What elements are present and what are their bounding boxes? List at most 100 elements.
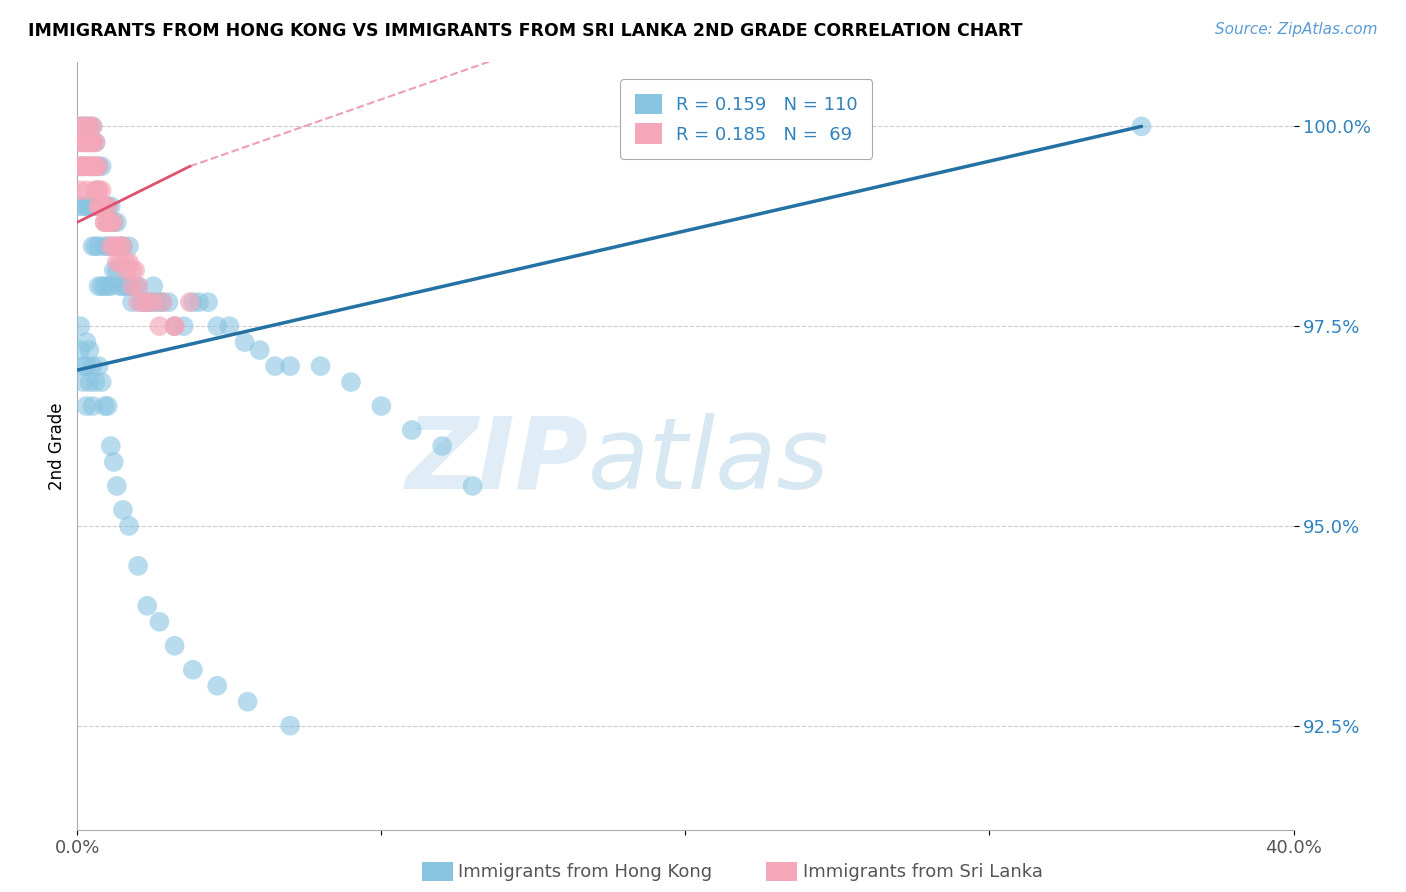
Point bbox=[108, 279, 131, 293]
Point bbox=[79, 375, 101, 389]
Point bbox=[108, 255, 131, 269]
Point bbox=[93, 215, 115, 229]
Point bbox=[72, 136, 94, 150]
Point bbox=[139, 295, 162, 310]
Point bbox=[163, 319, 186, 334]
Point bbox=[108, 239, 131, 253]
Point bbox=[84, 183, 107, 197]
Point bbox=[181, 663, 204, 677]
Point bbox=[69, 199, 91, 213]
Point bbox=[84, 183, 107, 197]
Point bbox=[118, 519, 141, 533]
Point bbox=[79, 159, 101, 173]
Point bbox=[278, 359, 301, 373]
Point bbox=[103, 215, 125, 229]
Point bbox=[79, 136, 101, 150]
Text: atlas: atlas bbox=[588, 413, 830, 510]
Text: ZIP: ZIP bbox=[405, 413, 588, 510]
Point bbox=[105, 263, 128, 277]
Point bbox=[79, 343, 101, 357]
Point bbox=[87, 183, 110, 197]
Point bbox=[100, 279, 122, 293]
Point bbox=[93, 399, 115, 413]
Point bbox=[188, 295, 211, 310]
Point bbox=[84, 159, 107, 173]
Point bbox=[75, 199, 97, 213]
Point bbox=[115, 263, 138, 277]
Point bbox=[75, 359, 97, 373]
Point bbox=[79, 136, 101, 150]
Point bbox=[90, 199, 112, 213]
Point bbox=[82, 359, 104, 373]
Point bbox=[69, 343, 91, 357]
Point bbox=[90, 199, 112, 213]
Point bbox=[75, 183, 97, 197]
Point bbox=[84, 199, 107, 213]
Point bbox=[87, 159, 110, 173]
Point bbox=[100, 199, 122, 213]
Point bbox=[127, 279, 149, 293]
Point bbox=[111, 239, 134, 253]
Point bbox=[105, 239, 128, 253]
Point bbox=[90, 279, 112, 293]
Point bbox=[97, 215, 120, 229]
Point bbox=[69, 159, 91, 173]
Point bbox=[100, 239, 122, 253]
Point bbox=[87, 199, 110, 213]
Point bbox=[82, 159, 104, 173]
Point bbox=[69, 159, 91, 173]
Y-axis label: 2nd Grade: 2nd Grade bbox=[48, 402, 66, 490]
Point bbox=[84, 159, 107, 173]
Point bbox=[134, 295, 156, 310]
Legend: R = 0.159   N = 110, R = 0.185   N =  69: R = 0.159 N = 110, R = 0.185 N = 69 bbox=[620, 79, 872, 159]
Point bbox=[93, 199, 115, 213]
Point bbox=[197, 295, 219, 310]
Point bbox=[401, 423, 423, 437]
Point bbox=[84, 136, 107, 150]
Point bbox=[163, 319, 186, 334]
Point bbox=[148, 615, 170, 629]
Point bbox=[75, 136, 97, 150]
Point bbox=[75, 120, 97, 134]
Point bbox=[90, 159, 112, 173]
Point bbox=[148, 295, 170, 310]
Point bbox=[236, 695, 259, 709]
Point bbox=[118, 239, 141, 253]
Text: IMMIGRANTS FROM HONG KONG VS IMMIGRANTS FROM SRI LANKA 2ND GRADE CORRELATION CHA: IMMIGRANTS FROM HONG KONG VS IMMIGRANTS … bbox=[28, 22, 1022, 40]
Point bbox=[82, 199, 104, 213]
Point bbox=[181, 295, 204, 310]
Point bbox=[72, 159, 94, 173]
Point bbox=[93, 239, 115, 253]
Point bbox=[97, 279, 120, 293]
Point bbox=[121, 279, 143, 293]
Point bbox=[82, 136, 104, 150]
Point bbox=[93, 215, 115, 229]
Point bbox=[69, 183, 91, 197]
Point bbox=[69, 136, 91, 150]
Point bbox=[309, 359, 332, 373]
Point bbox=[87, 199, 110, 213]
Point bbox=[173, 319, 195, 334]
Point bbox=[100, 439, 122, 453]
Point bbox=[82, 136, 104, 150]
Point bbox=[105, 255, 128, 269]
Point bbox=[79, 120, 101, 134]
Point bbox=[87, 359, 110, 373]
Point bbox=[127, 295, 149, 310]
Point bbox=[75, 120, 97, 134]
Point bbox=[430, 439, 453, 453]
Point bbox=[69, 120, 91, 134]
Point bbox=[72, 159, 94, 173]
Point bbox=[152, 295, 174, 310]
Point bbox=[75, 335, 97, 350]
Point bbox=[111, 503, 134, 517]
Point bbox=[75, 136, 97, 150]
Point bbox=[278, 719, 301, 733]
Point bbox=[100, 239, 122, 253]
Point bbox=[157, 295, 180, 310]
Point bbox=[111, 279, 134, 293]
Point bbox=[205, 679, 228, 693]
Point bbox=[72, 199, 94, 213]
Point bbox=[97, 199, 120, 213]
Point bbox=[205, 319, 228, 334]
